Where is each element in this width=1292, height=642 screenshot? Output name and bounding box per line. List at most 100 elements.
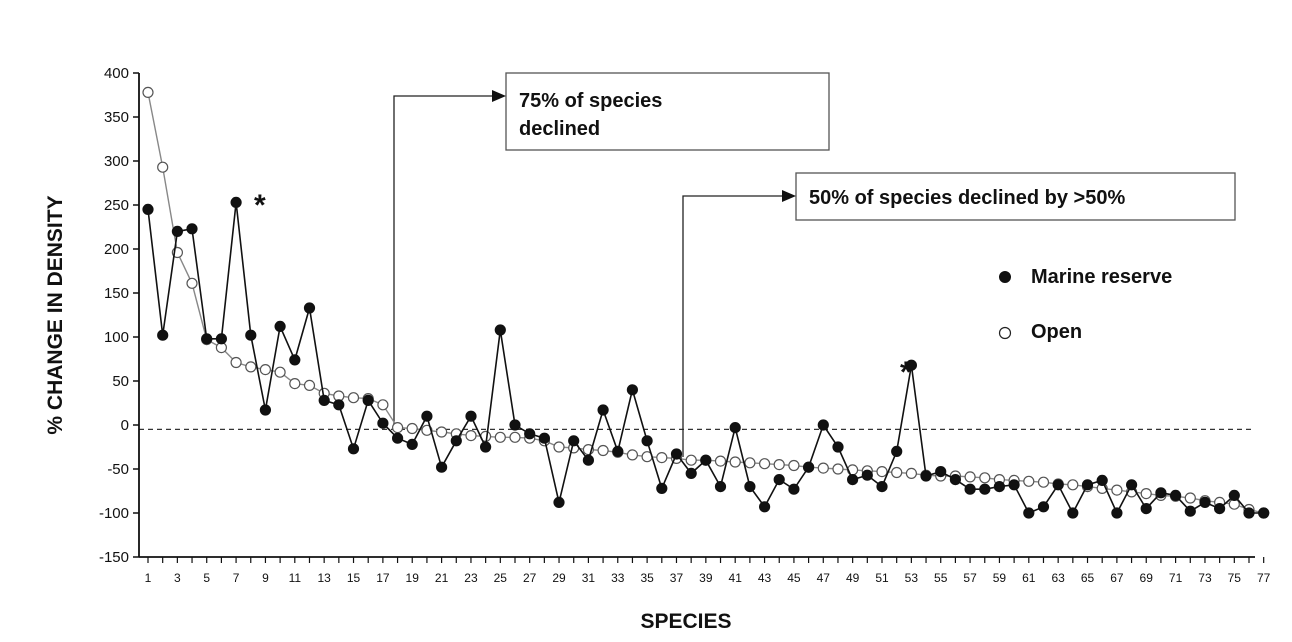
point-marine-reserve	[876, 481, 888, 493]
point-marine-reserve	[582, 454, 595, 466]
y-tick-label: 100	[104, 329, 129, 346]
point-marine-reserve	[465, 410, 477, 422]
x-tick-label: 59	[993, 571, 1007, 585]
point-marine-reserve	[729, 422, 741, 434]
point-marine-reserve	[186, 223, 198, 235]
x-tick-label: 73	[1198, 571, 1212, 585]
point-marine-reserve	[392, 432, 404, 444]
point-open	[230, 356, 242, 369]
x-tick-label: 37	[670, 571, 684, 585]
point-marine-reserve	[1243, 507, 1255, 519]
point-marine-reserve	[347, 443, 360, 455]
x-tick-label: 33	[611, 571, 625, 585]
point-marine-reserve	[1184, 505, 1196, 517]
y-tick-label: 300	[104, 153, 129, 170]
point-open	[1023, 475, 1035, 487]
point-marine-reserve	[891, 445, 903, 457]
point-open	[1140, 488, 1152, 500]
point-marine-reserve	[905, 359, 918, 371]
point-marine-reserve	[450, 435, 462, 447]
point-marine-reserve	[377, 417, 389, 429]
annotation-1-arrow	[393, 95, 492, 427]
y-tick-label: -50	[107, 461, 129, 478]
point-open	[729, 456, 741, 468]
point-marine-reserve	[1155, 487, 1167, 499]
point-open	[142, 86, 154, 99]
x-tick-label: 39	[699, 571, 713, 585]
point-open	[509, 431, 521, 443]
point-marine-reserve	[1169, 489, 1182, 501]
x-tick-label: 75	[1228, 571, 1242, 585]
annotation-2-arrow	[682, 195, 782, 457]
x-axis-title: SPECIES	[640, 610, 731, 633]
point-marine-reserve	[1199, 496, 1211, 508]
x-tick-label: 67	[1110, 571, 1124, 585]
point-marine-reserve	[201, 333, 213, 345]
point-open	[553, 441, 565, 453]
point-open	[626, 449, 639, 461]
point-marine-reserve	[259, 404, 271, 416]
point-marine-reserve	[700, 454, 712, 466]
point-marine-reserve	[509, 419, 521, 431]
point-open	[465, 430, 477, 442]
point-marine-reserve	[626, 384, 639, 396]
x-tick-label: 21	[435, 571, 449, 585]
annotation-1-arrowhead	[492, 90, 506, 102]
point-marine-reserve	[524, 428, 536, 440]
x-tick-label: 15	[347, 571, 361, 585]
point-open	[964, 471, 976, 483]
x-tick-label: 57	[963, 571, 977, 585]
x-tick-label: 47	[817, 571, 831, 585]
point-marine-reserve	[362, 394, 374, 406]
point-open	[714, 455, 727, 467]
x-tick-label: 49	[846, 571, 860, 585]
point-open	[347, 392, 360, 404]
x-tick-label: 23	[464, 571, 478, 585]
asterisk-2: *	[900, 356, 912, 389]
point-marine-reserve	[979, 483, 991, 495]
point-marine-reserve	[714, 481, 727, 493]
point-open	[157, 161, 169, 173]
point-open	[436, 426, 448, 438]
point-marine-reserve	[494, 324, 506, 336]
y-tick-label: 200	[104, 241, 129, 258]
point-marine-reserve	[1081, 479, 1094, 491]
point-marine-reserve	[421, 410, 433, 422]
point-open	[289, 378, 301, 390]
point-marine-reserve	[1096, 474, 1108, 486]
point-marine-reserve	[142, 203, 154, 215]
point-marine-reserve	[993, 481, 1006, 493]
point-marine-reserve	[303, 302, 316, 314]
y-tick-label: 400	[104, 65, 129, 82]
y-tick-label: -150	[99, 549, 129, 566]
x-tick-label: 19	[406, 571, 420, 585]
point-marine-reserve	[230, 196, 242, 208]
x-tick-label: 45	[787, 571, 801, 585]
point-open	[832, 463, 844, 475]
annotation-2-arrowhead	[782, 190, 796, 202]
y-tick-label: 350	[104, 109, 129, 126]
point-marine-reserve	[832, 441, 844, 453]
series-line-open	[147, 92, 1264, 514]
point-marine-reserve	[1052, 479, 1064, 491]
point-marine-reserve	[333, 399, 345, 411]
annotation-1-line-1: 75% of species	[519, 90, 662, 112]
legend-label-marine-reserve: Marine reserve	[1031, 266, 1172, 288]
y-tick-label: 0	[121, 417, 129, 434]
x-tick-label: 25	[494, 571, 508, 585]
point-open	[905, 467, 918, 479]
point-marine-reserve	[1067, 507, 1079, 519]
asterisk-1: *	[254, 189, 266, 222]
x-tick-label: 1	[145, 571, 152, 585]
point-marine-reserve	[289, 354, 301, 366]
point-marine-reserve	[274, 320, 286, 332]
point-marine-reserve	[568, 435, 580, 447]
x-tick-label: 41	[729, 571, 743, 585]
annotations: 75% of species declined 50% of species d…	[393, 72, 1236, 457]
series-line-marine-reserve	[147, 202, 1264, 515]
point-marine-reserve	[920, 470, 932, 482]
point-marine-reserve	[744, 481, 756, 493]
point-open	[788, 459, 800, 472]
point-open	[773, 459, 785, 471]
series-layer	[142, 86, 1270, 519]
